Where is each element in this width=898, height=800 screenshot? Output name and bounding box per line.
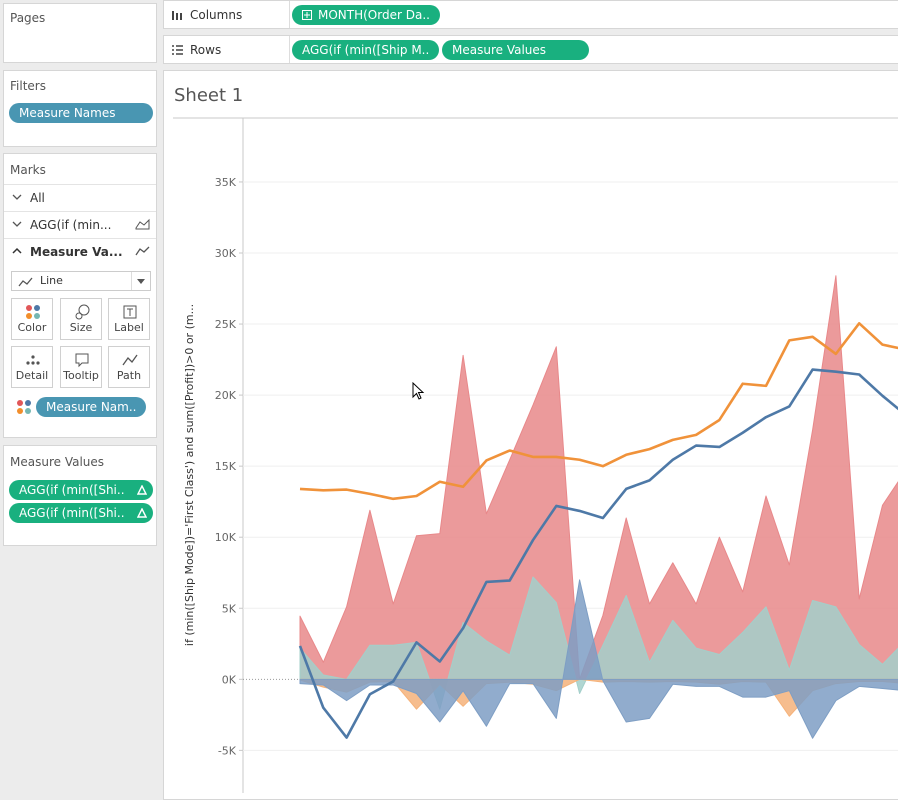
y-tick-label: 0K — [222, 673, 237, 686]
rows-label: Rows — [190, 43, 222, 57]
marks-measure[interactable]: Measure Va... — [4, 238, 156, 264]
columns-icon — [172, 11, 182, 20]
dropdown-arrow — [137, 279, 145, 284]
line-icon — [18, 277, 33, 287]
y-tick-label: 35K — [215, 176, 237, 189]
rows-shelf: Rows AGG(if (min([Ship M.. Measure Value… — [163, 35, 898, 64]
mark-type-dropdown[interactable]: Line — [11, 271, 151, 291]
color-button[interactable]: Color — [11, 298, 53, 340]
pill-text: MONTH(Order Da.. — [318, 8, 430, 22]
mark-type: Line — [40, 274, 63, 287]
rows-pill[interactable]: Measure Values — [442, 40, 589, 60]
size-button[interactable]: Size — [60, 298, 102, 340]
y-tick-label: -5K — [218, 744, 237, 757]
marks-icons — [12, 194, 150, 256]
y-axis-title: if (min([Ship Mode])='First Class') and … — [183, 304, 196, 646]
sheet-title: Sheet 1 — [174, 85, 244, 106]
color-dots — [17, 400, 31, 414]
filters-card: Filters Measure Names — [3, 70, 157, 147]
marks-item: AGG(if (min... — [30, 218, 112, 232]
y-tick-label: 20K — [215, 389, 237, 402]
y-tick-label: 5K — [222, 602, 237, 615]
measure-pill[interactable]: AGG(if (min([Shi.. — [9, 503, 153, 523]
y-tick-label: 30K — [215, 247, 237, 260]
rows-pill[interactable]: AGG(if (min([Ship M.. — [292, 40, 439, 60]
columns-shelf: Columns MONTH(Order Da.. — [163, 0, 898, 29]
label-button[interactable]: Label — [108, 298, 150, 340]
columns-label: Columns — [190, 8, 243, 22]
pill-text: AGG(if (min([Shi.. — [19, 483, 125, 497]
y-tick-label: 25K — [215, 318, 237, 331]
button-label: Size — [69, 321, 93, 334]
filter-pill[interactable]: Measure Names — [9, 103, 153, 123]
rows-icon — [172, 45, 183, 55]
columns-pill[interactable]: MONTH(Order Da.. — [292, 5, 440, 25]
marks-title: Marks — [10, 163, 46, 177]
marks-card: Marks All AGG(if (min... Measure Va... L… — [3, 153, 157, 438]
y-tick-label: 10K — [215, 531, 237, 544]
pill-text: AGG(if (min([Shi.. — [19, 506, 125, 520]
pages-title: Pages — [10, 11, 46, 25]
y-tick-label: 15K — [215, 460, 237, 473]
line — [299, 322, 898, 501]
chart: -5K 0K 5K 10K 15K 20K 25K 30K 35K if (min([Ship M… — [173, 117, 898, 793]
area — [299, 275, 898, 680]
button-label: Color — [17, 321, 47, 334]
area — [299, 576, 898, 710]
marks-item: Measure Va... — [30, 245, 123, 259]
measure-pill[interactable]: AGG(if (min([Shi.. — [9, 480, 153, 500]
measure-values-title: Measure Values — [10, 455, 105, 469]
mouse-cursor — [412, 382, 425, 400]
button-label: Path — [116, 369, 142, 382]
marks-agg[interactable]: AGG(if (min... — [4, 211, 156, 237]
button-label: Tooltip — [63, 369, 99, 382]
measure-values-card: Measure Values AGG(if (min([Shi.. AGG(if… — [3, 445, 157, 546]
button-label: Detail — [15, 369, 49, 382]
detail-button[interactable]: Detail — [11, 346, 53, 388]
line — [298, 368, 898, 739]
pages-card: Pages — [3, 3, 157, 63]
marks-all[interactable]: All — [4, 184, 156, 210]
button-label: Label — [114, 321, 144, 334]
color-pill[interactable]: Measure Nam.. — [36, 397, 146, 417]
filters-title: Filters — [10, 79, 46, 93]
path-button[interactable]: Path — [108, 346, 150, 388]
tooltip-button[interactable]: Tooltip — [60, 346, 102, 388]
marks-item: All — [30, 191, 45, 205]
